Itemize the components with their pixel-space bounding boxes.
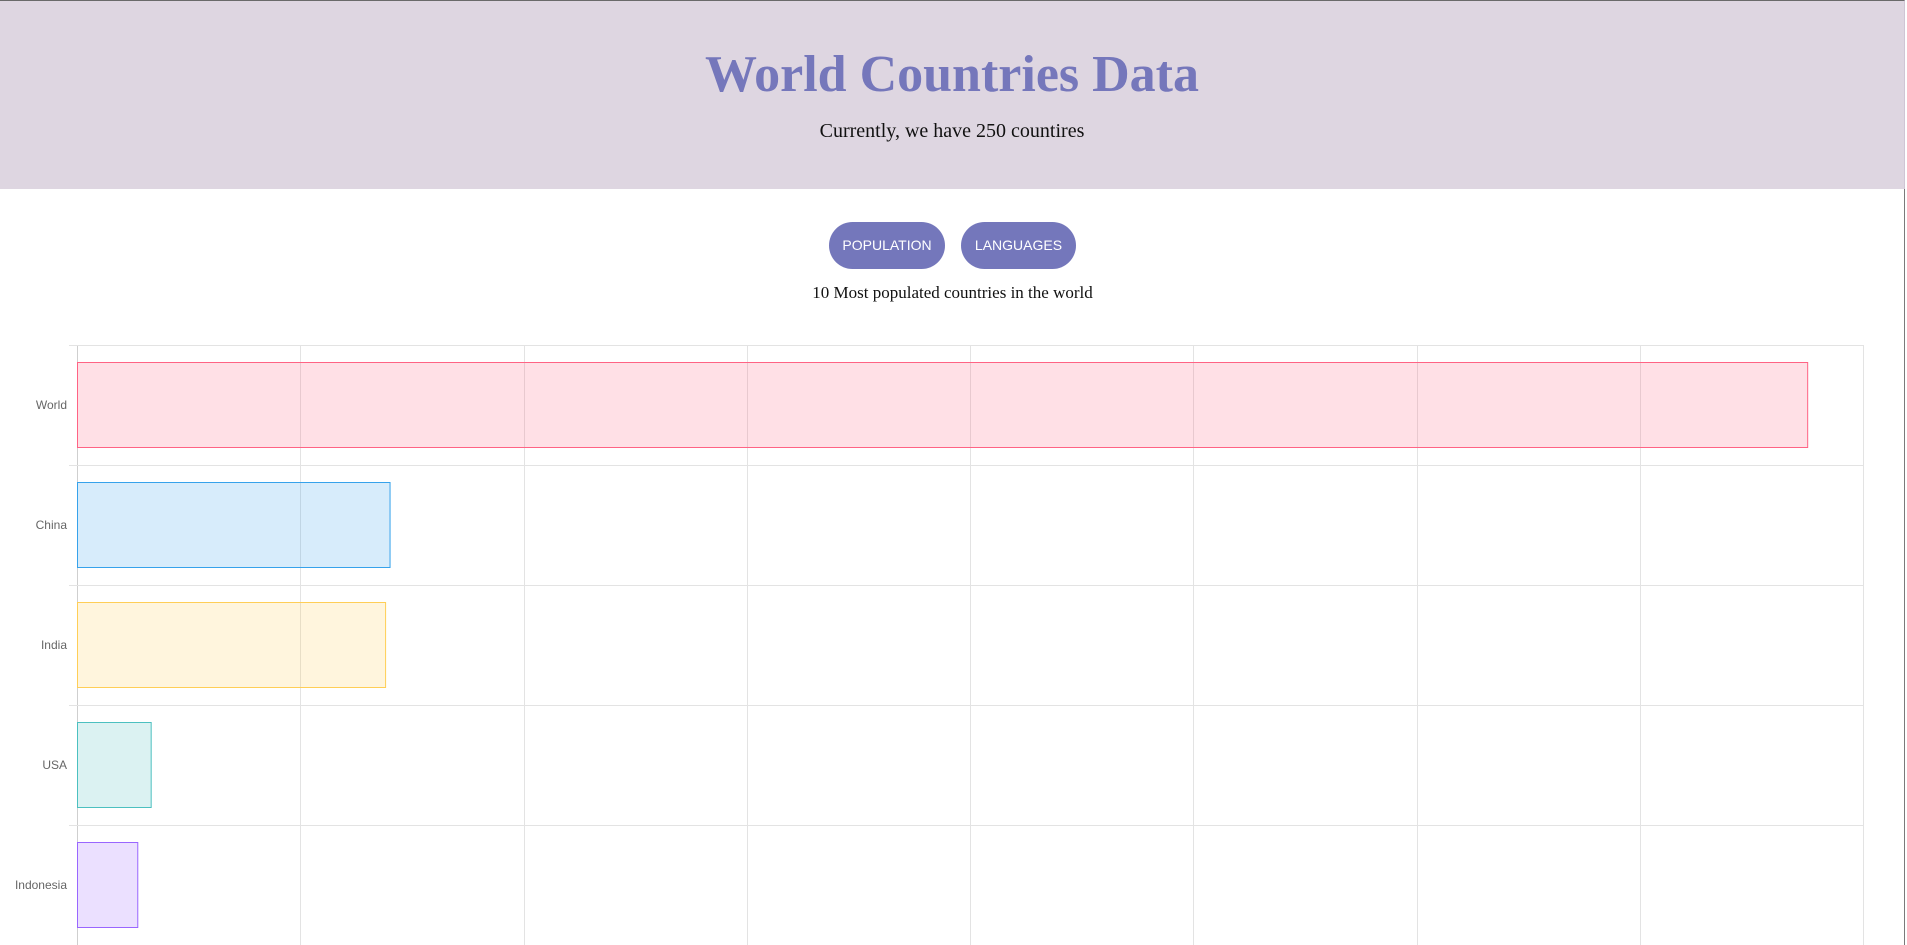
y-tick-label: World [36, 398, 67, 412]
bar-china [77, 482, 391, 568]
bar-world [77, 362, 1809, 448]
population-button[interactable]: POPULATION [829, 222, 945, 269]
page-edge-divider [1904, 189, 1905, 945]
bar-india [77, 602, 387, 688]
y-tick-label: Indonesia [15, 878, 67, 892]
y-tick-label: USA [42, 758, 67, 772]
y-tick-label: India [41, 638, 67, 652]
country-count-text: Currently, we have 250 countires [819, 120, 1085, 142]
page-header: World Countries Data Currently, we have … [0, 0, 1905, 189]
page-title: World Countries Data [705, 46, 1199, 103]
y-tick-label: China [36, 518, 68, 532]
languages-button[interactable]: LANGUAGES [961, 222, 1076, 269]
bar-usa [77, 722, 152, 808]
bar-indonesia [77, 842, 139, 928]
chart-caption: 10 Most populated countries in the world [812, 283, 1093, 302]
